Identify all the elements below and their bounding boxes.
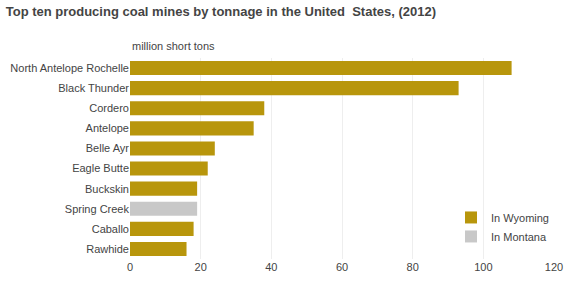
svg-text:Top ten producing coal mines b: Top ten producing coal mines by tonnage … [6, 4, 436, 19]
svg-text:Black Thunder: Black Thunder [58, 82, 129, 94]
svg-text:In Wyoming: In Wyoming [491, 212, 549, 224]
svg-text:100: 100 [474, 261, 492, 273]
svg-text:million short tons: million short tons [132, 40, 215, 52]
svg-text:Belle Ayr: Belle Ayr [86, 142, 130, 154]
svg-text:Spring Creek: Spring Creek [65, 203, 130, 215]
svg-text:Antelope: Antelope [86, 122, 129, 134]
svg-text:80: 80 [407, 261, 419, 273]
svg-text:Rawhide: Rawhide [86, 243, 129, 255]
svg-text:Cordero: Cordero [89, 102, 129, 114]
svg-text:40: 40 [265, 261, 277, 273]
svg-text:In Montana: In Montana [491, 231, 547, 243]
svg-text:0: 0 [127, 261, 133, 273]
svg-text:Buckskin: Buckskin [85, 183, 129, 195]
svg-text:120: 120 [545, 261, 563, 273]
svg-text:Caballo: Caballo [92, 223, 129, 235]
svg-text:North Antelope Rochelle: North Antelope Rochelle [10, 62, 129, 74]
svg-text:60: 60 [336, 261, 348, 273]
svg-text:20: 20 [195, 261, 207, 273]
svg-text:Eagle Butte: Eagle Butte [72, 162, 129, 174]
